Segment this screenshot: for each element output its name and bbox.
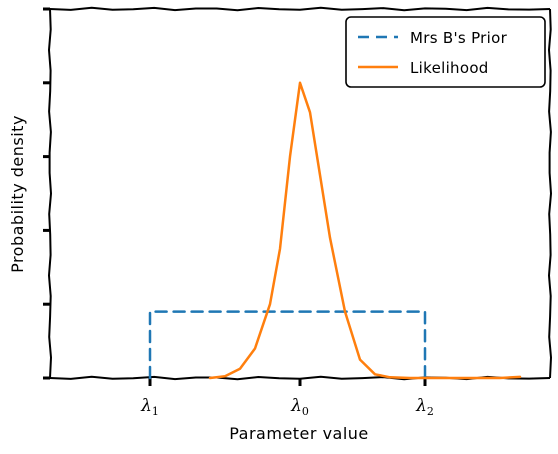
- x-tick-label: λ1: [140, 396, 159, 418]
- series-line-1: [208, 81, 522, 380]
- legend-label-prior: Mrs B's Prior: [410, 29, 508, 47]
- legend-label-likelihood: Likelihood: [410, 59, 489, 77]
- y-ticks: [43, 7, 50, 380]
- legend: Mrs B's Prior Likelihood: [345, 16, 546, 88]
- x-ticks: λ1 λ0 λ2: [140, 378, 434, 418]
- frame-top: [49, 6, 551, 12]
- y-axis-label: Probability density: [8, 115, 27, 273]
- x-tick-label: λ2: [415, 396, 434, 418]
- series-line-0: [148, 310, 427, 380]
- x-axis-label: Parameter value: [229, 424, 369, 443]
- series-group: [148, 81, 522, 380]
- x-tick-label: λ0: [290, 396, 309, 418]
- legend-box: [345, 16, 546, 88]
- frame-right: [547, 8, 553, 379]
- frame-left: [47, 8, 53, 379]
